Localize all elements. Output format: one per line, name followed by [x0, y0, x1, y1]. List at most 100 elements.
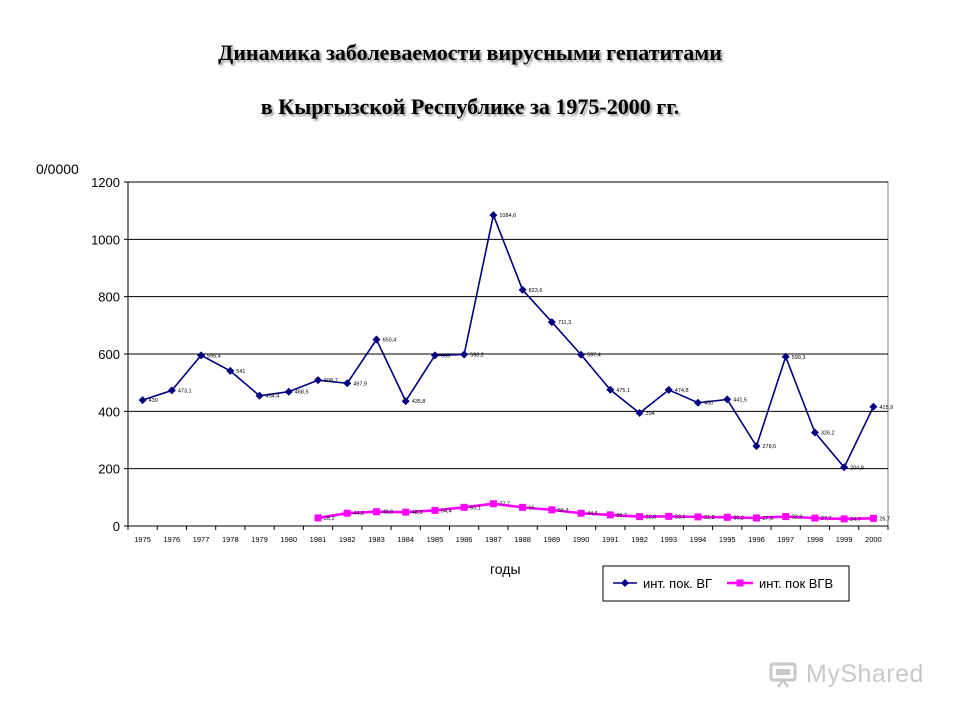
- x-tick-label: 1978: [222, 535, 239, 544]
- data-point: [489, 211, 498, 220]
- x-tick-label: 1987: [485, 535, 502, 544]
- data-label: 44,6: [353, 511, 364, 517]
- legend: инт. пок. ВГ инт. пок ВГВ: [602, 565, 850, 602]
- data-point: [372, 508, 380, 516]
- data-point: [606, 511, 614, 519]
- data-point: [723, 395, 732, 404]
- data-point: [723, 513, 731, 521]
- data-point: [869, 402, 878, 411]
- data-label: 48,3: [412, 510, 423, 516]
- y-tick-label: 0: [113, 519, 120, 534]
- data-label: 27,9: [762, 516, 773, 522]
- data-label: 430: [704, 401, 713, 407]
- x-axis-label: годы: [490, 561, 521, 577]
- projector-icon: [769, 662, 797, 688]
- data-point: [577, 350, 586, 359]
- data-label: 65: [529, 505, 535, 511]
- data-point: [518, 285, 527, 294]
- data-label: 415,9: [879, 405, 893, 411]
- data-point: [810, 428, 819, 437]
- data-label: 441,5: [733, 397, 747, 403]
- x-tick-label: 1975: [134, 535, 151, 544]
- data-label: 32,6: [646, 515, 657, 521]
- data-label: 497,9: [353, 381, 367, 387]
- y-tick-label: 1000: [91, 232, 120, 247]
- data-point: [694, 513, 702, 521]
- y-tick-label: 1200: [91, 175, 120, 190]
- x-tick-label: 1982: [339, 535, 356, 544]
- data-label: 590,3: [792, 355, 806, 361]
- data-point: [665, 512, 673, 520]
- data-point: [284, 387, 293, 396]
- data-point: [197, 351, 206, 360]
- x-tick-label: 1999: [836, 535, 853, 544]
- chart-title-line2: в Кыргызской Республике за 1975-2000 гг.: [260, 94, 680, 119]
- data-label: 33,6: [675, 514, 686, 520]
- data-point: [401, 397, 410, 406]
- data-label: 31,8: [704, 515, 715, 521]
- y-tick-label: 600: [98, 347, 120, 362]
- data-label: 65,1: [470, 505, 481, 511]
- data-point: [431, 506, 439, 514]
- x-tick-label: 1991: [602, 535, 619, 544]
- x-tick-label: 1997: [777, 535, 794, 544]
- data-point: [460, 350, 469, 359]
- data-point: [343, 379, 352, 388]
- data-point: [519, 503, 527, 511]
- x-tick-label: 1984: [397, 535, 414, 544]
- x-tick-label: 2000: [865, 535, 882, 544]
- data-label: 49,9: [382, 510, 393, 516]
- x-tick-label: 1994: [690, 535, 707, 544]
- data-label: 597,4: [587, 353, 601, 359]
- data-label: 598,2: [470, 353, 484, 359]
- data-label: 54,4: [441, 508, 452, 514]
- data-label: 475,1: [616, 388, 630, 394]
- x-axis: 1975 1976 1977 1978 1979 1980 1981 1982 1983 1984…: [127, 525, 889, 544]
- y-tick-label: 800: [98, 290, 120, 305]
- data-label: 474,8: [675, 388, 689, 394]
- data-label: 30,2: [733, 515, 744, 521]
- data-point: [664, 385, 673, 394]
- y-tick-label: 200: [98, 462, 120, 477]
- data-point: [840, 463, 849, 472]
- data-label: 1084,6: [499, 213, 516, 219]
- x-tick-label: 1980: [280, 535, 297, 544]
- series-line: [142, 212, 875, 469]
- data-label: 278,6: [762, 444, 776, 450]
- data-point: [840, 515, 848, 523]
- data-point: [606, 385, 615, 394]
- data-label: 44,5: [587, 511, 598, 517]
- data-label: 28,2: [324, 516, 335, 522]
- gridlines: [128, 181, 888, 470]
- data-point: [547, 318, 556, 327]
- data-point: [548, 506, 556, 514]
- legend-label: инт. пок. ВГ: [643, 576, 712, 591]
- data-label: 508,7: [324, 378, 338, 384]
- series-group: 439 473,1 595,4 541 454,4 468,5 508,7 497,9 650,…: [138, 211, 893, 523]
- x-tick-label: 1996: [748, 535, 765, 544]
- legend-swatch-marker: [736, 579, 744, 587]
- watermark-text: MyShared: [806, 660, 924, 688]
- x-tick-label: 1979: [251, 535, 268, 544]
- x-tick-label: 1998: [807, 535, 824, 544]
- data-label: 468,5: [295, 390, 309, 396]
- myshared-watermark: MyShared: [768, 654, 938, 694]
- data-label: 823,6: [529, 288, 543, 294]
- series-2: 28,2 44,6 49,9 48,3 54,4 65,1 77,7 65 56,3 44,5 38…: [314, 500, 890, 523]
- data-label: 595,4: [207, 353, 221, 359]
- legend-label: инт. пок ВГВ: [759, 576, 833, 591]
- data-point: [314, 376, 322, 385]
- data-point: [255, 391, 264, 400]
- data-point: [167, 386, 176, 395]
- x-tick-label: 1977: [193, 535, 210, 544]
- x-tick-label: 1995: [719, 535, 736, 544]
- data-label: 435,8: [412, 399, 426, 405]
- data-point: [811, 514, 819, 522]
- data-label: 541: [236, 369, 245, 375]
- data-point: [869, 514, 877, 522]
- y-tick-label: 400: [98, 404, 120, 419]
- data-label: 439: [149, 398, 158, 404]
- series-1: 439 473,1 595,4 541 454,4 468,5 508,7 497,9 650,…: [138, 211, 893, 472]
- data-point: [694, 398, 702, 407]
